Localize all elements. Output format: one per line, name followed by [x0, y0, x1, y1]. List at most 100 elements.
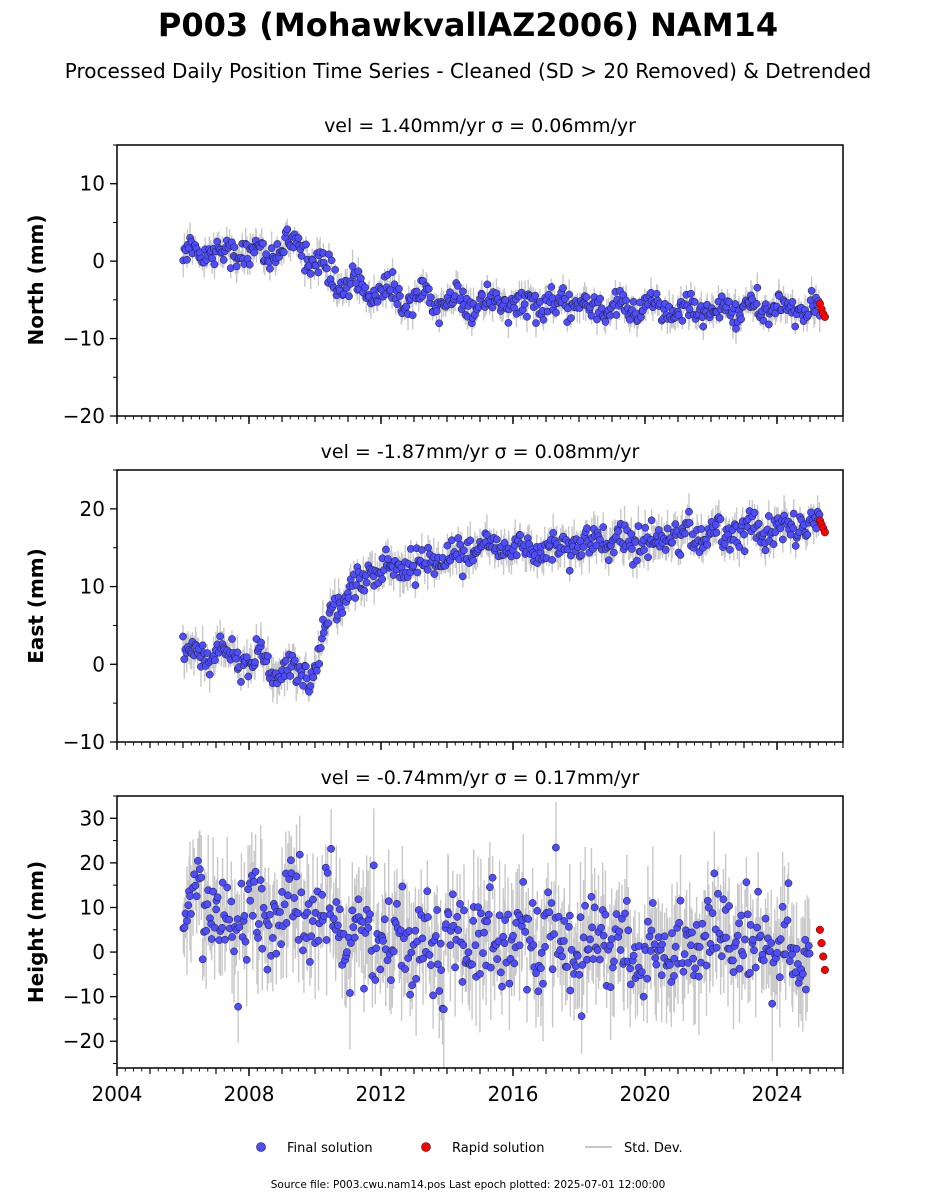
final-point-height	[408, 981, 417, 990]
final-point-height	[768, 999, 777, 1008]
final-point-north	[280, 248, 288, 257]
final-point-height	[746, 969, 754, 977]
final-point-east	[203, 649, 212, 657]
final-point-east	[362, 578, 371, 587]
final-point-height	[615, 927, 624, 936]
final-point-east	[312, 666, 321, 675]
final-point-height	[250, 877, 259, 886]
final-point-north	[520, 300, 529, 308]
final-point-height	[648, 899, 657, 907]
final-point-height	[746, 921, 755, 929]
final-point-height	[524, 915, 533, 923]
final-point-north	[306, 269, 315, 278]
final-point-height	[348, 906, 357, 915]
final-point-east	[764, 512, 773, 520]
final-point-east	[301, 662, 310, 671]
y-tick-label-height: −20	[63, 1029, 105, 1053]
final-point-height	[622, 897, 631, 905]
final-point-north	[259, 239, 267, 248]
x-tick-label-height: 2024	[752, 1082, 803, 1106]
final-point-east	[338, 609, 347, 617]
final-point-north	[565, 290, 574, 299]
final-point-height	[406, 990, 414, 999]
panel-east-ylabel: East (mm)	[24, 548, 48, 664]
final-point-height	[423, 887, 432, 896]
final-point-north	[674, 311, 683, 319]
final-point-height	[198, 955, 207, 964]
final-point-height	[263, 965, 272, 974]
final-point-east	[384, 555, 392, 563]
final-point-height	[349, 923, 358, 932]
final-point-height	[184, 901, 193, 910]
final-point-height	[327, 844, 335, 853]
final-point-east	[459, 546, 468, 555]
source-footer: Source file: P003.cwu.nam14.pos Last epo…	[271, 1179, 666, 1191]
final-point-height	[254, 934, 262, 942]
final-point-north	[322, 264, 331, 273]
final-point-height	[476, 970, 484, 978]
final-point-east	[610, 548, 618, 557]
final-point-height	[380, 915, 389, 924]
final-point-height	[213, 893, 222, 902]
y-tick-label-east: 20	[80, 497, 105, 521]
final-point-height	[643, 974, 652, 983]
final-point-east	[668, 538, 677, 547]
legend-std-label: Std. Dev.	[624, 1141, 683, 1156]
final-point-east	[778, 535, 787, 544]
final-point-height	[322, 936, 331, 944]
final-point-height	[566, 986, 575, 995]
final-point-height	[418, 934, 427, 943]
final-point-height	[314, 936, 323, 945]
final-point-height	[548, 965, 557, 974]
final-point-height	[695, 943, 704, 951]
final-point-height	[729, 968, 738, 976]
panel-north-title: vel = 1.40mm/yr σ = 0.06mm/yr	[324, 115, 636, 137]
final-point-north	[357, 274, 365, 283]
final-point-height	[218, 923, 226, 932]
final-point-north	[687, 289, 695, 298]
final-point-north	[314, 268, 323, 277]
final-point-height	[320, 912, 328, 920]
final-point-height	[303, 908, 312, 917]
legend-final-label: Final solution	[287, 1141, 373, 1156]
final-point-height	[650, 940, 659, 949]
final-point-height	[306, 958, 314, 966]
final-point-height	[581, 901, 589, 910]
final-point-height	[366, 910, 374, 919]
final-point-height	[500, 939, 509, 948]
final-point-east	[319, 628, 328, 637]
final-point-height	[412, 974, 420, 983]
y-tick-label-height: −10	[63, 985, 105, 1009]
final-point-north	[408, 311, 417, 320]
final-point-north	[612, 311, 621, 319]
final-point-height	[183, 917, 191, 925]
final-point-height	[218, 878, 227, 887]
final-point-height	[626, 964, 634, 973]
final-point-north	[504, 319, 513, 327]
final-point-height	[278, 888, 286, 896]
final-point-north	[752, 299, 761, 308]
panel-north-ylabel: North (mm)	[24, 214, 48, 345]
final-point-height	[411, 926, 420, 935]
final-point-north	[302, 240, 310, 249]
final-point-east	[685, 507, 693, 516]
final-point-east	[769, 540, 778, 549]
final-point-east	[413, 568, 422, 577]
final-point-east	[681, 529, 689, 538]
final-point-height	[595, 955, 604, 964]
final-point-height	[439, 1005, 448, 1014]
final-point-height	[612, 910, 621, 918]
final-point-height	[197, 873, 206, 882]
final-point-height	[708, 909, 717, 918]
final-point-height	[225, 915, 234, 924]
final-point-height	[537, 964, 545, 972]
final-point-height	[292, 872, 301, 881]
final-point-height	[719, 895, 728, 904]
final-point-east	[627, 530, 636, 538]
final-point-height	[586, 935, 594, 944]
final-point-north	[737, 315, 745, 324]
final-point-east	[604, 556, 613, 565]
final-point-height	[191, 881, 200, 890]
final-point-height	[448, 890, 457, 899]
final-point-east	[583, 524, 591, 533]
